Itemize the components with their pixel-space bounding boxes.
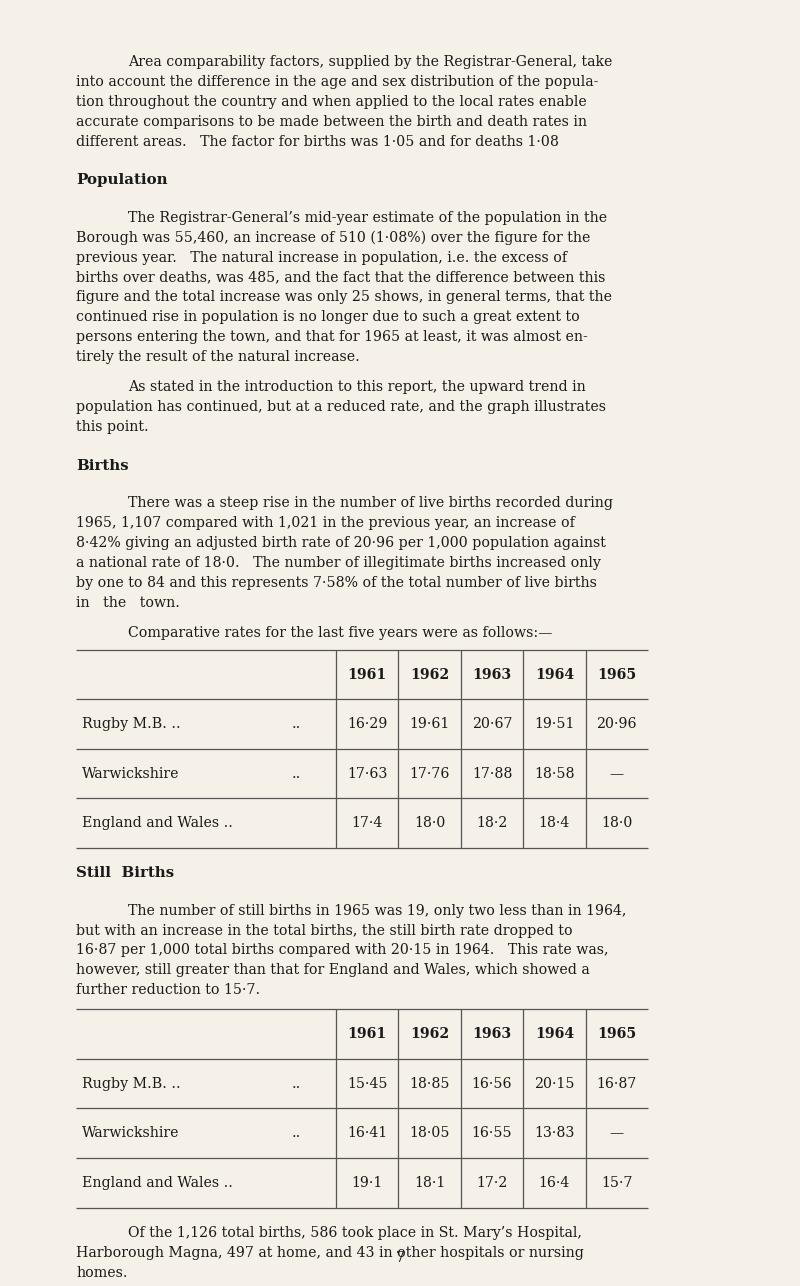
Text: a national rate of 18·0.   The number of illegitimate births increased only: a national rate of 18·0. The number of i…: [76, 556, 601, 570]
Text: 17·63: 17·63: [347, 766, 387, 781]
Text: 20·67: 20·67: [472, 718, 512, 732]
Text: 17·88: 17·88: [472, 766, 512, 781]
Text: 18·4: 18·4: [538, 817, 570, 831]
Text: 1965: 1965: [597, 1028, 637, 1042]
Text: accurate comparisons to be made between the birth and death rates in: accurate comparisons to be made between …: [76, 116, 587, 129]
Text: 20·96: 20·96: [597, 718, 637, 732]
Text: 1961: 1961: [347, 667, 387, 682]
Text: 18·1: 18·1: [414, 1175, 446, 1190]
Text: 17·76: 17·76: [410, 766, 450, 781]
Text: 18·0: 18·0: [414, 817, 446, 831]
Text: continued rise in population is no longer due to such a great extent to: continued rise in population is no longe…: [76, 310, 580, 324]
Text: 18·58: 18·58: [534, 766, 574, 781]
Text: As stated in the introduction to this report, the upward trend in: As stated in the introduction to this re…: [128, 381, 586, 395]
Text: 1961: 1961: [347, 1028, 387, 1042]
Text: Still  Births: Still Births: [76, 867, 174, 881]
Text: ..: ..: [292, 1127, 302, 1141]
Text: 1963: 1963: [473, 667, 511, 682]
Text: this point.: this point.: [76, 421, 149, 435]
Text: 13·83: 13·83: [534, 1127, 574, 1141]
Text: —: —: [610, 1127, 624, 1141]
Text: 1964: 1964: [534, 667, 574, 682]
Text: homes.: homes.: [76, 1265, 127, 1280]
Text: 16·87 per 1,000 total births compared with 20·15 in 1964.   This rate was,: 16·87 per 1,000 total births compared wi…: [76, 944, 609, 958]
Text: 1964: 1964: [534, 1028, 574, 1042]
Text: Of the 1,126 total births, 586 took place in St. Mary’s Hospital,: Of the 1,126 total births, 586 took plac…: [128, 1226, 582, 1240]
Text: 18·0: 18·0: [601, 817, 633, 831]
Text: ..: ..: [292, 1076, 302, 1091]
Text: Borough was 55,460, an increase of 510 (1·08%) over the figure for the: Borough was 55,460, an increase of 510 (…: [76, 230, 590, 246]
Text: 15·45: 15·45: [347, 1076, 387, 1091]
Text: 1963: 1963: [473, 1028, 511, 1042]
Text: 7: 7: [395, 1251, 405, 1264]
Text: England and Wales ..: England and Wales ..: [82, 1175, 234, 1190]
Text: England and Wales ..: England and Wales ..: [82, 817, 234, 831]
Text: Births: Births: [76, 459, 129, 473]
Text: persons entering the town, and that for 1965 at least, it was almost en-: persons entering the town, and that for …: [76, 331, 588, 345]
Text: previous year.   The natural increase in population, i.e. the excess of: previous year. The natural increase in p…: [76, 251, 567, 265]
Text: 18·2: 18·2: [476, 817, 508, 831]
Text: births over deaths, was 485, and the fact that the difference between this: births over deaths, was 485, and the fac…: [76, 270, 606, 284]
Text: further reduction to 15·7.: further reduction to 15·7.: [76, 984, 260, 998]
Text: 1965: 1965: [597, 667, 637, 682]
Text: 8·42% giving an adjusted birth rate of 20·96 per 1,000 population against: 8·42% giving an adjusted birth rate of 2…: [76, 536, 606, 550]
Text: 18·05: 18·05: [410, 1127, 450, 1141]
Text: 16·56: 16·56: [472, 1076, 512, 1091]
Text: 1962: 1962: [410, 1028, 449, 1042]
Text: Population: Population: [76, 174, 168, 188]
Text: Rugby M.B. ..: Rugby M.B. ..: [82, 718, 181, 732]
Text: 16·55: 16·55: [472, 1127, 512, 1141]
Text: population has continued, but at a reduced rate, and the graph illustrates: population has continued, but at a reduc…: [76, 400, 606, 414]
Text: 19·61: 19·61: [410, 718, 450, 732]
Text: 20·15: 20·15: [534, 1076, 574, 1091]
Text: into account the difference in the age and sex distribution of the popula-: into account the difference in the age a…: [76, 75, 598, 89]
Text: 15·7: 15·7: [601, 1175, 633, 1190]
Text: —: —: [610, 766, 624, 781]
Text: 17·2: 17·2: [476, 1175, 508, 1190]
Text: different areas.   The factor for births was 1·05 and for deaths 1·08: different areas. The factor for births w…: [76, 135, 559, 149]
Text: 18·85: 18·85: [410, 1076, 450, 1091]
Text: figure and the total increase was only 25 shows, in general terms, that the: figure and the total increase was only 2…: [76, 291, 612, 305]
Text: 16·29: 16·29: [347, 718, 387, 732]
Text: however, still greater than that for England and Wales, which showed a: however, still greater than that for Eng…: [76, 963, 590, 977]
Text: 16·87: 16·87: [597, 1076, 637, 1091]
Text: by one to 84 and this represents 7·58% of the total number of live births: by one to 84 and this represents 7·58% o…: [76, 576, 597, 590]
Text: ..: ..: [292, 766, 302, 781]
Text: 16·4: 16·4: [538, 1175, 570, 1190]
Text: Harborough Magna, 497 at home, and 43 in other hospitals or nursing: Harborough Magna, 497 at home, and 43 in…: [76, 1246, 584, 1260]
Text: 17·4: 17·4: [351, 817, 383, 831]
Text: 1962: 1962: [410, 667, 449, 682]
Text: 1965, 1,107 compared with 1,021 in the previous year, an increase of: 1965, 1,107 compared with 1,021 in the p…: [76, 516, 575, 530]
Text: 19·1: 19·1: [351, 1175, 383, 1190]
Text: The number of still births in 1965 was 19, only two less than in 1964,: The number of still births in 1965 was 1…: [128, 904, 626, 918]
Text: tirely the result of the natural increase.: tirely the result of the natural increas…: [76, 350, 360, 364]
Text: Comparative rates for the last five years were as follows:—: Comparative rates for the last five year…: [128, 626, 552, 640]
Text: in   the   town.: in the town.: [76, 595, 180, 610]
Text: but with an increase in the total births, the still birth rate dropped to: but with an increase in the total births…: [76, 923, 573, 937]
Text: There was a steep rise in the number of live births recorded during: There was a steep rise in the number of …: [128, 496, 613, 511]
Text: tion throughout the country and when applied to the local rates enable: tion throughout the country and when app…: [76, 95, 586, 109]
Text: Rugby M.B. ..: Rugby M.B. ..: [82, 1076, 181, 1091]
Text: ..: ..: [292, 718, 302, 732]
Text: The Registrar-General’s mid-year estimate of the population in the: The Registrar-General’s mid-year estimat…: [128, 211, 607, 225]
Text: Area comparability factors, supplied by the Registrar-General, take: Area comparability factors, supplied by …: [128, 55, 612, 69]
Text: Warwickshire: Warwickshire: [82, 1127, 180, 1141]
Text: 19·51: 19·51: [534, 718, 574, 732]
Text: Warwickshire: Warwickshire: [82, 766, 180, 781]
Text: 16·41: 16·41: [347, 1127, 387, 1141]
